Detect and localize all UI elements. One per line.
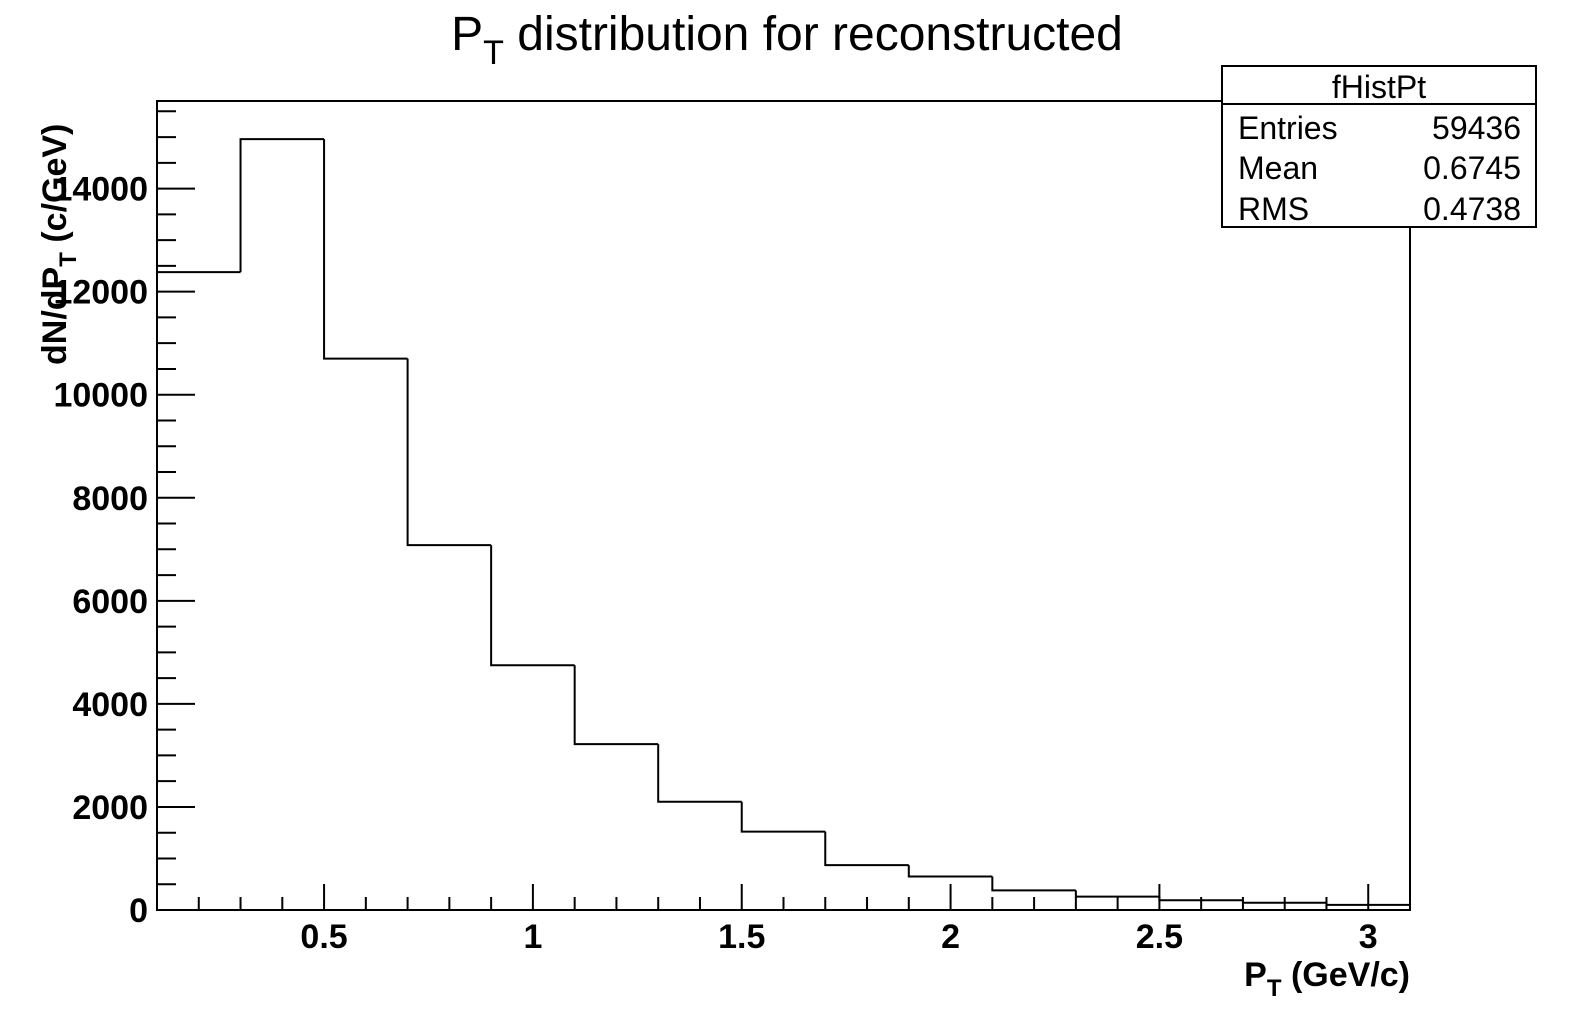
histogram-bin bbox=[573, 665, 659, 746]
stats-box: fHistPt Entries 59436 Mean 0.6745 RMS 0.… bbox=[1221, 65, 1537, 228]
x-tick-label: 3 bbox=[1359, 918, 1378, 956]
histogram-bin bbox=[406, 358, 492, 547]
histogram-bin bbox=[1158, 896, 1243, 902]
stats-mean-label: Mean bbox=[1238, 150, 1318, 186]
x-tick-label: 0.5 bbox=[300, 918, 347, 956]
y-axis-title: dN/dPT (c/GeV) bbox=[36, 124, 82, 365]
chart-title: PT distribution for reconstructed bbox=[451, 8, 1123, 72]
x-axis-title: PT (GeV/c) bbox=[1244, 956, 1410, 1002]
histogram-bin bbox=[1325, 902, 1410, 906]
y-tick-label: 4000 bbox=[72, 686, 148, 724]
stats-entries-value: 59436 bbox=[1432, 110, 1521, 146]
histogram-bin bbox=[740, 801, 826, 833]
chart-title-main: P bbox=[451, 8, 483, 61]
x-tick-label: 1.5 bbox=[718, 918, 765, 956]
x-axis-title-rest: (GeV/c) bbox=[1282, 956, 1410, 994]
x-axis-ticks bbox=[156, 884, 1411, 910]
y-axis-title-rest: (c/GeV) bbox=[36, 124, 74, 252]
stats-box-frame bbox=[1221, 65, 1537, 228]
stats-rms-label: RMS bbox=[1238, 191, 1309, 227]
y-tick-label: 10000 bbox=[53, 377, 148, 415]
x-tick-label: 2 bbox=[941, 918, 960, 956]
y-axis-tick-labels: 0 2000 4000 6000 8000 10000 12000 14000 bbox=[53, 171, 148, 930]
histogram-bin bbox=[907, 865, 993, 878]
x-axis-tick-labels: 0.5 1 1.5 2 2.5 3 bbox=[300, 918, 1377, 956]
chart-title-sub: T bbox=[483, 34, 504, 72]
y-tick-label: 8000 bbox=[72, 480, 148, 518]
stats-mean-value: 0.6745 bbox=[1423, 150, 1521, 186]
histogram-series bbox=[157, 138, 1410, 906]
y-tick-label: 0 bbox=[129, 892, 148, 930]
y-axis-title-sub: T bbox=[55, 252, 82, 267]
histogram-bin bbox=[991, 876, 1076, 892]
y-axis-ticks bbox=[157, 110, 195, 911]
histogram-bin bbox=[657, 744, 742, 803]
histogram-bin bbox=[1241, 900, 1327, 904]
y-tick-label: 14000 bbox=[53, 171, 148, 209]
x-tick-label: 1 bbox=[523, 918, 542, 956]
chart-title-rest: distribution for reconstructed bbox=[504, 8, 1123, 61]
y-axis-title-prefix: dN/dP bbox=[36, 267, 74, 365]
stats-box-title: fHistPt bbox=[1332, 69, 1426, 105]
x-axis-title-main: P bbox=[1244, 956, 1267, 994]
stats-entries-label: Entries bbox=[1238, 110, 1338, 146]
histogram-bin bbox=[323, 139, 408, 360]
x-tick-label: 2.5 bbox=[1136, 918, 1183, 956]
y-tick-label: 12000 bbox=[53, 274, 148, 312]
x-axis-title-sub: T bbox=[1267, 975, 1282, 1002]
stats-rms-value: 0.4738 bbox=[1423, 191, 1521, 227]
histogram-bin bbox=[1074, 890, 1160, 898]
y-tick-label: 2000 bbox=[72, 789, 148, 827]
histogram-bin bbox=[824, 831, 909, 867]
y-tick-label: 6000 bbox=[72, 583, 148, 621]
histogram-bin bbox=[239, 138, 325, 273]
histogram-bin bbox=[490, 545, 575, 667]
